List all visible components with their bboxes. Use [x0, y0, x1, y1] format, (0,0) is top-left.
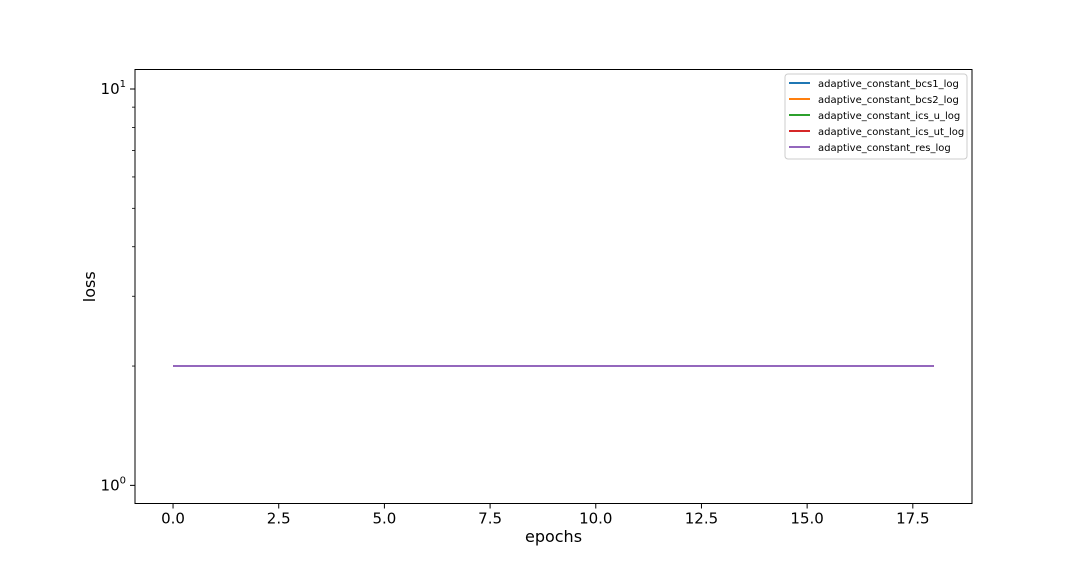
legend-label-1: adaptive_constant_bcs1_log — [818, 79, 959, 90]
x-tick-label-1: 0.0 — [161, 510, 185, 528]
legend-label-2: adaptive_constant_bcs2_log — [818, 95, 959, 106]
plot-frame — [134, 69, 973, 504]
x-tick-label-5: 10.0 — [579, 510, 612, 528]
x-tick-label-2: 2.5 — [267, 510, 291, 528]
y-tick-label-1: 100 — [101, 475, 126, 494]
legend: adaptive_constant_bcs1_log adaptive_const… — [784, 73, 968, 160]
x-tick-label-7: 15.0 — [790, 510, 823, 528]
y-tick-label-2: 101 — [101, 79, 126, 98]
legend-label-5: adaptive_constant_res_log — [818, 143, 951, 154]
x-tick-label-8: 17.5 — [896, 510, 929, 528]
x-axis-label: epochs — [525, 527, 582, 546]
y-axis-ticks: 100 101 — [101, 79, 135, 494]
x-tick-label-6: 12.5 — [685, 510, 718, 528]
x-tick-label-3: 5.0 — [372, 510, 396, 528]
legend-box — [784, 73, 968, 160]
legend-label-3: adaptive_constant_ics_u_log — [818, 111, 960, 122]
legend-label-4: adaptive_constant_ics_ut_log — [818, 127, 964, 138]
x-tick-label-4: 7.5 — [478, 510, 502, 528]
x-axis-ticks: 0.0 2.5 5.0 7.5 10.0 12.5 15.0 17.5 — [161, 503, 930, 528]
y-axis-label: loss — [80, 271, 99, 302]
